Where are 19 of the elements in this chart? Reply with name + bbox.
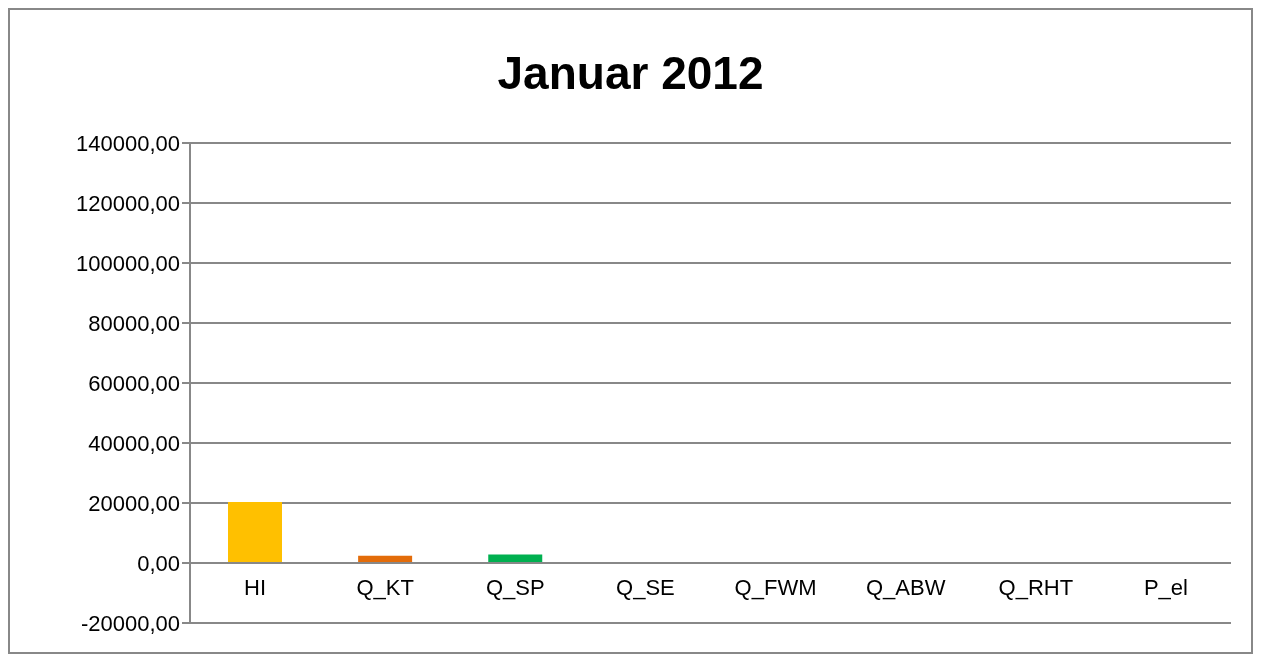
y-tick-label: 100000,00 bbox=[76, 250, 180, 276]
y-tick-label: -20000,00 bbox=[80, 610, 180, 636]
x-tick-label: Q_SE bbox=[616, 575, 675, 600]
x-tick-label: P_el bbox=[1143, 575, 1188, 600]
y-tick-label: 20000,00 bbox=[88, 490, 180, 516]
x-tick-label: Q_SP bbox=[485, 575, 545, 600]
x-tick-label: Q_KT bbox=[356, 575, 414, 600]
y-tick-label: 60000,00 bbox=[88, 370, 180, 396]
x-tick-label: Q_FWM bbox=[734, 575, 817, 600]
y-tick-label: 0,00 bbox=[137, 550, 180, 576]
x-tick-label: Q_ABW bbox=[865, 575, 946, 600]
chart-title: Januar 2012 bbox=[496, 46, 765, 100]
x-tick-label: Q_RHT bbox=[998, 575, 1074, 600]
x-tick-label: HI bbox=[244, 575, 267, 600]
y-tick-label: 80000,00 bbox=[88, 310, 180, 336]
y-tick-label: 120000,00 bbox=[76, 190, 180, 216]
bar bbox=[228, 502, 282, 563]
y-tick-label: 140000,00 bbox=[76, 130, 180, 156]
y-tick-label: 40000,00 bbox=[88, 430, 180, 456]
